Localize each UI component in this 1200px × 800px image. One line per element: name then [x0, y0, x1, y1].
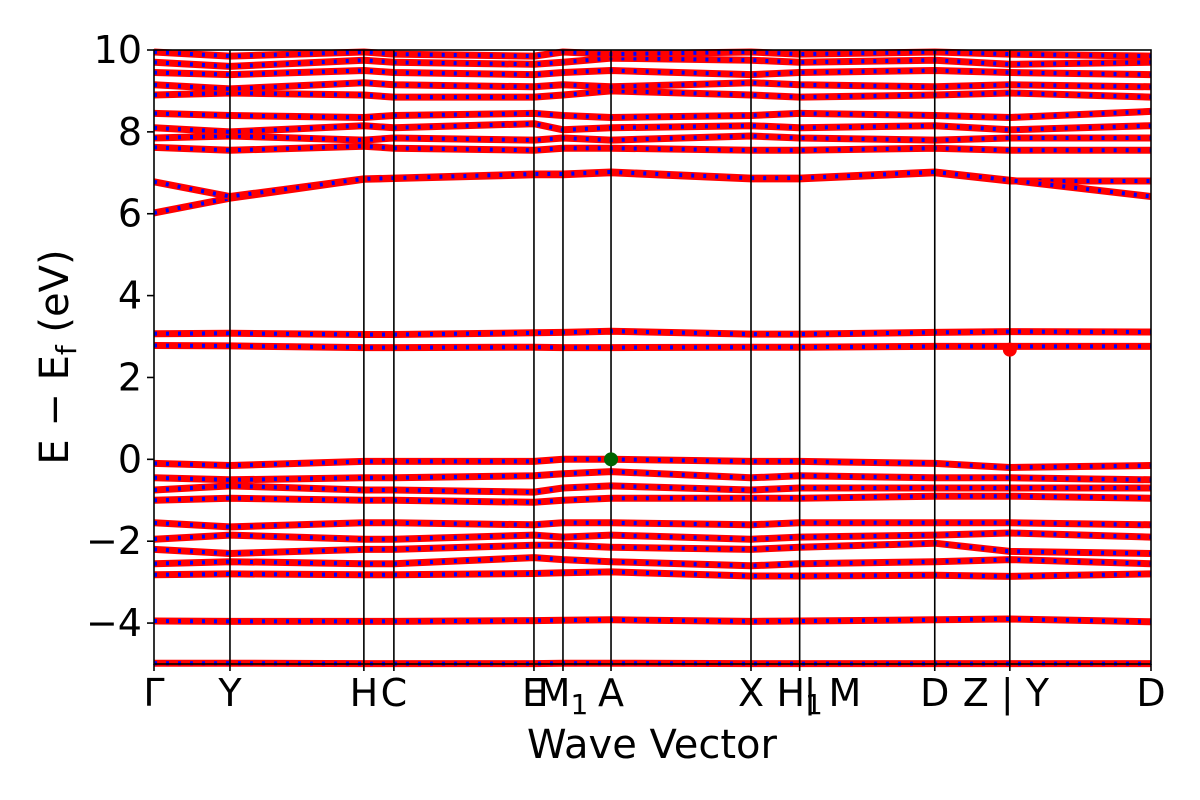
x-tick-label: D — [1136, 671, 1165, 715]
x-tick-label: A — [598, 671, 624, 715]
band-line-projection — [153, 329, 1152, 337]
band-line — [153, 132, 1151, 144]
x-tick-label: | M — [804, 671, 862, 716]
y-tick-label: 4 — [118, 274, 142, 318]
plot-frame — [153, 49, 1152, 665]
band-line-projection — [153, 133, 1151, 143]
vbm-marker — [604, 452, 619, 467]
x-tick-label: M1 — [538, 671, 589, 721]
band-line — [153, 482, 1151, 496]
band-line-projection — [153, 541, 1152, 556]
band-line-projection — [153, 520, 1152, 529]
x-tick-label: C — [381, 671, 408, 715]
band-line — [153, 107, 1152, 121]
y-tick-label: 10 — [94, 28, 142, 72]
band-line — [153, 519, 1152, 531]
band-line-projection — [153, 80, 1152, 91]
band-line — [153, 529, 1152, 543]
y-tick-label: 0 — [118, 437, 142, 481]
band-line-projection — [153, 88, 1152, 100]
band-line — [153, 48, 1152, 60]
band-line-projection — [153, 569, 1152, 579]
band-line — [153, 554, 1152, 570]
x-tick-label: Γ — [143, 671, 164, 715]
x-tick-label: Y — [217, 671, 242, 715]
x-tick-label: Z | Y — [963, 671, 1050, 716]
x-tick-label: X — [738, 671, 764, 715]
band-line — [153, 342, 1151, 352]
band-line — [153, 79, 1152, 93]
x-tick-label: D — [920, 671, 949, 715]
band-line-projection — [153, 483, 1151, 495]
bands-layer — [153, 48, 1152, 668]
k-point-lines — [229, 50, 1011, 664]
x-tick-label: H — [350, 671, 379, 715]
band-line-projection — [153, 469, 1152, 482]
markers-layer — [604, 342, 1017, 467]
band-line-projection — [153, 144, 1151, 153]
band-line — [153, 492, 1152, 506]
cbm-marker — [1002, 342, 1017, 357]
band-line-projection — [153, 555, 1152, 568]
band-line — [153, 327, 1152, 338]
band-line-projection — [153, 109, 1152, 120]
band-line-projection — [153, 121, 1152, 134]
y-axis-title: E − Ef (eV) — [32, 249, 83, 464]
band-line-projection — [153, 49, 1152, 59]
band-line — [153, 568, 1152, 580]
y-axis-title-main: E − E — [32, 355, 78, 465]
y-tick-label: 8 — [118, 110, 142, 154]
band-line-projection — [153, 68, 1152, 77]
band-line — [153, 615, 1152, 626]
band-line — [153, 539, 1152, 557]
band-line — [153, 468, 1152, 484]
band-line — [153, 67, 1152, 79]
y-tick-label: 6 — [118, 192, 142, 236]
y-axis-title-unit: (eV) — [32, 249, 78, 345]
band-line — [153, 54, 1152, 70]
band-line-projection — [153, 494, 1152, 505]
band-line — [153, 455, 1152, 471]
x-tick-label: H1 — [776, 671, 822, 721]
y-axis-title-sub: f — [50, 344, 83, 355]
band-line-projection — [153, 343, 1151, 350]
y-tick-label: −4 — [86, 601, 142, 645]
x-tick-label: E — [522, 671, 546, 715]
band-line — [153, 142, 1151, 154]
band-line — [153, 120, 1152, 136]
band-line-projection — [153, 616, 1152, 624]
band-line-projection — [153, 56, 1152, 69]
band-line-projection — [153, 457, 1152, 470]
band-line-projection — [153, 530, 1152, 542]
y-axis-ticks: 10 8 6 4 2 0 −2 −4 — [86, 28, 154, 645]
x-axis-ticks: Γ Y H C EM1 A X H1| M D Z | Y D — [143, 664, 1166, 721]
y-tick-label: −2 — [86, 519, 142, 563]
band-line — [153, 87, 1152, 101]
y-tick-label: 2 — [118, 355, 142, 399]
band-line — [153, 168, 1152, 200]
x-axis-title: Wave Vector — [527, 722, 778, 768]
